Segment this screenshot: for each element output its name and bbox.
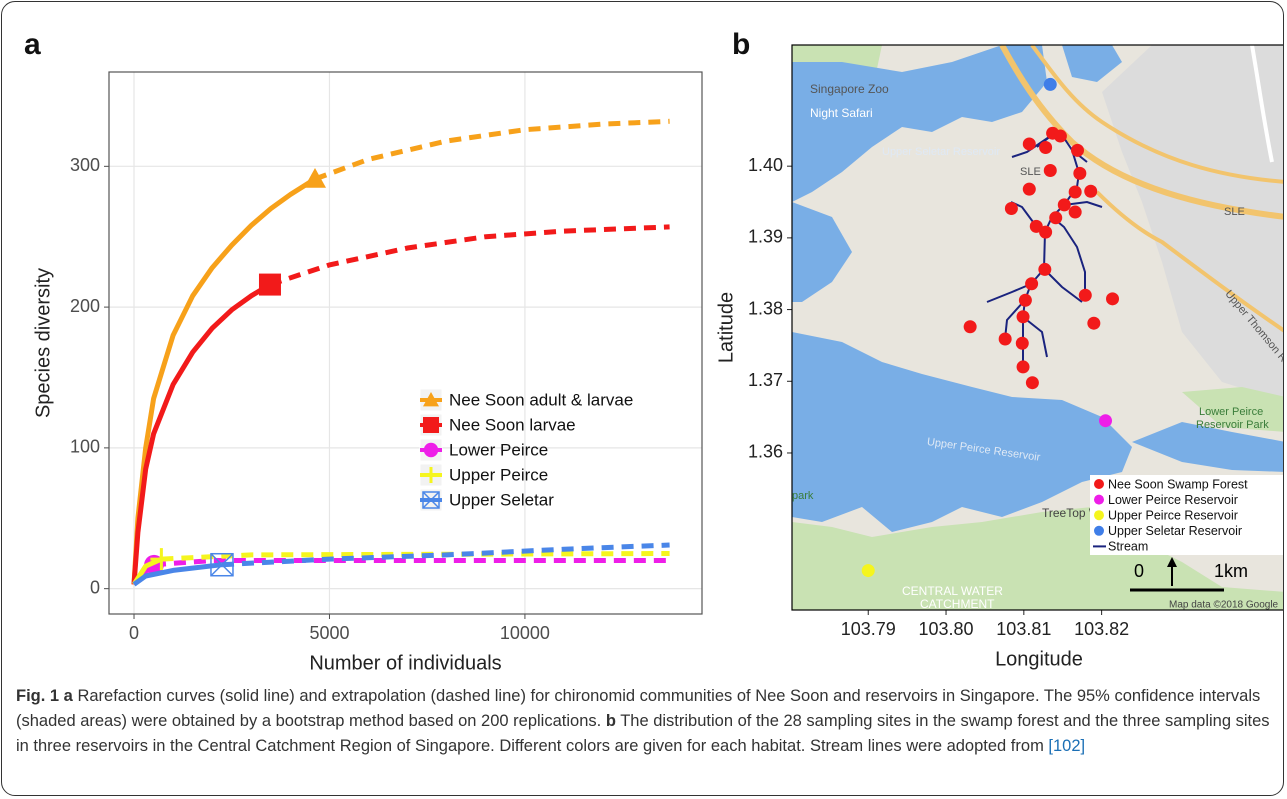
- legend-marker: [1094, 495, 1104, 505]
- y-axis-label: Species diversity: [32, 268, 54, 418]
- y-tick-label: 100: [70, 437, 100, 457]
- panel-label: a: [24, 28, 41, 61]
- caption-part: Fig. 1 a: [16, 687, 73, 705]
- y-tick-label: 1.39: [748, 227, 783, 247]
- rarefaction-line: [134, 179, 315, 584]
- site-point: [999, 332, 1012, 345]
- marker-shape: [423, 417, 439, 433]
- rarefaction-line: [134, 285, 270, 585]
- marker-shape: [259, 274, 281, 296]
- map-label: park: [792, 490, 814, 502]
- legend-entry: Upper Seletar: [420, 489, 554, 511]
- site-point: [1016, 337, 1029, 350]
- x-tick-label: 103.81: [996, 619, 1051, 639]
- y-tick-label: 1.38: [748, 298, 783, 318]
- site-point: [1017, 360, 1030, 373]
- y-tick-label: 300: [70, 155, 100, 175]
- site-point: [1069, 185, 1082, 198]
- y-tick-label: 200: [70, 296, 100, 316]
- map-label: 0: [1134, 561, 1144, 581]
- legend-entry: Lower Peirce: [420, 439, 548, 461]
- map-label: SLE: [1224, 206, 1245, 218]
- site-point: [1087, 317, 1100, 330]
- legend-label: Upper Seletar Reservoir: [1108, 524, 1242, 538]
- legend-marker: [423, 417, 439, 433]
- site-point: [1044, 78, 1057, 91]
- x-axis-label: Number of individuals: [309, 652, 501, 674]
- map-label: Upper Seletar Reservoir: [882, 146, 1000, 158]
- figure: 0 5000 10000 0 100 200 300 a Number of individua…: [1, 1, 1284, 796]
- legend-label: Lower Peirce: [449, 440, 548, 459]
- legend-marker: [1094, 510, 1104, 520]
- map-label: Lower Peirce: [1199, 406, 1263, 418]
- site-point: [1071, 144, 1084, 157]
- site-point: [1084, 185, 1097, 198]
- legend-label: Nee Soon larvae: [449, 415, 576, 434]
- legend-label: Upper Seletar: [449, 490, 554, 509]
- legend-entry: Upper Peirce: [420, 464, 548, 486]
- y-axis-label: Latitude: [715, 292, 737, 363]
- marker-shape: [424, 443, 438, 457]
- map-label: CATCHMENT: [920, 597, 995, 611]
- site-point: [1099, 414, 1112, 427]
- site-point: [1079, 289, 1092, 302]
- site-point: [1039, 141, 1052, 154]
- x-tick-label: 103.79: [841, 619, 896, 639]
- legend-marker: [1094, 479, 1104, 489]
- extrapolation-line: [315, 121, 670, 179]
- site-point: [1049, 211, 1062, 224]
- site-point: [1073, 167, 1086, 180]
- x-axis-label: Longitude: [995, 648, 1083, 670]
- legend-label: Upper Peirce: [449, 465, 548, 484]
- site-point: [1005, 202, 1018, 215]
- caption-part: b: [606, 712, 616, 730]
- site-point: [862, 564, 875, 577]
- caption: Fig. 1 a Rarefaction curves (solid line)…: [16, 684, 1272, 759]
- site-point: [1019, 294, 1032, 307]
- site-point: [1023, 183, 1036, 196]
- site-point: [1054, 130, 1067, 143]
- panel-label: b: [732, 28, 750, 61]
- site-point: [1038, 263, 1051, 276]
- site-point: [1025, 277, 1038, 290]
- legend-entry: Nee Soon adult & larvae: [420, 389, 633, 411]
- site-point: [1026, 376, 1039, 389]
- legend-label: Stream: [1108, 540, 1148, 554]
- x-tick-label: 5000: [309, 623, 349, 643]
- site-point: [1023, 137, 1036, 150]
- map-label: Reservoir Park: [1196, 419, 1269, 431]
- legend-marker: [424, 443, 438, 457]
- site-point: [1044, 164, 1057, 177]
- figure-panels: 0 5000 10000 0 100 200 300 a Number of individua…: [2, 2, 1284, 677]
- legend-entry: Nee Soon larvae: [420, 414, 576, 436]
- y-tick-label: 1.36: [748, 442, 783, 462]
- map-label: Night Safari: [810, 106, 873, 120]
- site-point: [964, 320, 977, 333]
- map-label: CENTRAL WATER: [902, 584, 1003, 598]
- x-tick-label: 10000: [500, 623, 550, 643]
- site-point: [1069, 206, 1082, 219]
- observed-marker: [259, 274, 281, 296]
- legend-label: Lower Peirce Reservoir: [1108, 493, 1238, 507]
- site-point: [1058, 198, 1071, 211]
- map-label: 1km: [1214, 561, 1248, 581]
- site-point: [1017, 310, 1030, 323]
- y-tick-label: 1.40: [748, 155, 783, 175]
- map-label: Map data ©2018 Google: [1169, 600, 1279, 611]
- map-label: Singapore Zoo: [810, 82, 889, 96]
- legend-label: Upper Peirce Reservoir: [1108, 508, 1238, 522]
- caption-part[interactable]: [102]: [1048, 737, 1085, 755]
- legend-label: Nee Soon adult & larvae: [449, 390, 633, 409]
- map-label: SLE: [1020, 166, 1041, 178]
- legend-label: Nee Soon Swamp Forest: [1108, 477, 1248, 491]
- x-tick-label: 103.82: [1074, 619, 1129, 639]
- x-tick-label: 103.80: [919, 619, 974, 639]
- site-point: [1039, 226, 1052, 239]
- site-point: [1106, 292, 1119, 305]
- y-tick-label: 1.37: [748, 370, 783, 390]
- legend-marker: [1094, 526, 1104, 536]
- x-tick-label: 0: [129, 623, 139, 643]
- y-tick-label: 0: [90, 577, 100, 597]
